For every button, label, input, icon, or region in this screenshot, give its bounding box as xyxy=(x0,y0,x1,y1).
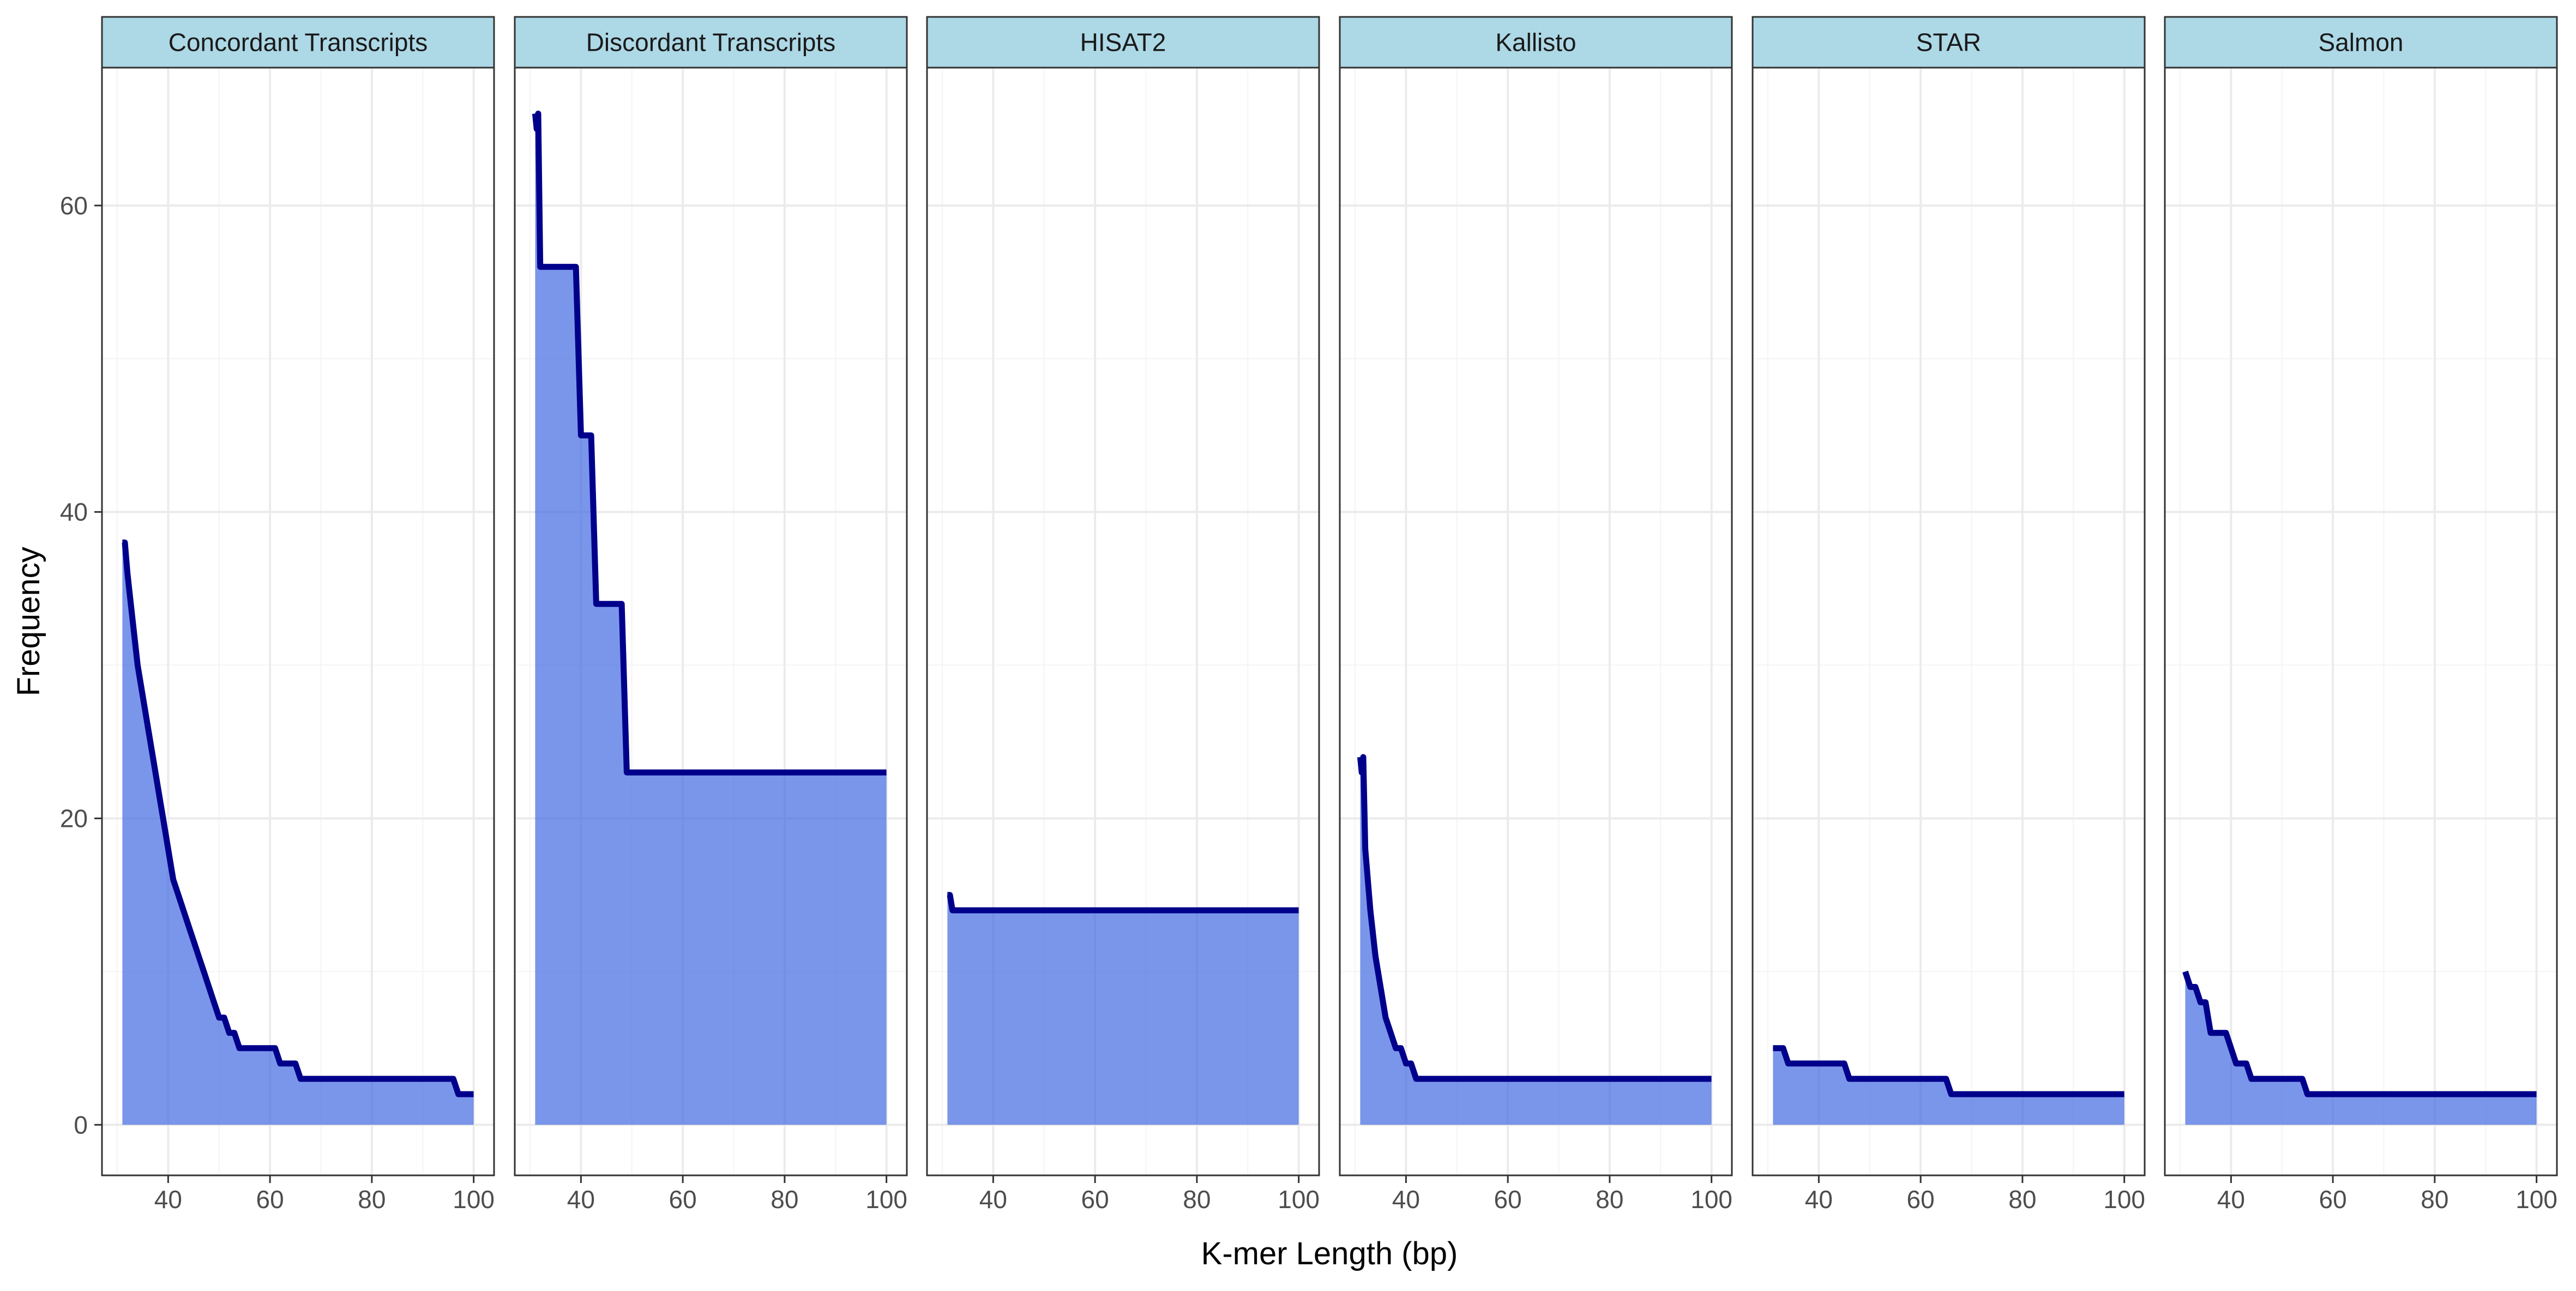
x-tick-label: 40 xyxy=(567,1185,595,1214)
x-tick-label: 80 xyxy=(771,1185,798,1214)
x-tick-label: 80 xyxy=(2008,1185,2036,1214)
x-tick-label: 40 xyxy=(154,1185,182,1214)
x-tick-label: 60 xyxy=(1081,1185,1109,1214)
x-tick-label: 60 xyxy=(256,1185,284,1214)
panel-background xyxy=(1753,68,2145,1175)
x-tick-label: 40 xyxy=(2217,1185,2245,1214)
series-line-kallisto xyxy=(1357,754,1712,1082)
series-area-concordant-transcripts xyxy=(122,542,474,1125)
panel-kallisto: Kallisto 40 60 80 100 xyxy=(1339,16,1733,1214)
x-tick-label: 80 xyxy=(1596,1185,1623,1214)
strip-background xyxy=(1339,16,1733,69)
strip-background xyxy=(1752,16,2146,69)
series-line-discordant-transcripts xyxy=(532,110,887,776)
strip-label-hisat2: HISAT2 xyxy=(1080,28,1166,57)
series-area-hisat2 xyxy=(947,894,1299,1125)
series-area-kallisto xyxy=(1360,757,1712,1125)
panel-star: STAR 40 60 80 100 xyxy=(1752,16,2146,1214)
x-tick-label: 100 xyxy=(2515,1185,2557,1214)
strip-label-concordant-transcripts: Concordant Transcripts xyxy=(168,28,428,57)
x-tick-label: 40 xyxy=(1805,1185,1833,1214)
y-tick-label: 60 xyxy=(60,191,88,220)
series-line-concordant-transcripts xyxy=(122,539,474,1097)
x-tick-label: 60 xyxy=(1907,1185,1935,1214)
strip-background xyxy=(2164,16,2558,69)
strip-background xyxy=(101,16,495,69)
panel-background xyxy=(2165,68,2557,1175)
strip-label-kallisto: Kallisto xyxy=(1495,28,1576,57)
series-line-salmon xyxy=(2182,970,2537,1097)
y-tick-label: 40 xyxy=(60,498,88,526)
strip-label-star: STAR xyxy=(1916,28,1981,57)
x-tick-label: 80 xyxy=(358,1185,386,1214)
panel-background xyxy=(1340,68,1732,1175)
x-tick-label: 100 xyxy=(1690,1185,1732,1214)
panel-hisat2: HISAT2 40 60 80 100 xyxy=(926,16,1320,1214)
strip-background xyxy=(514,16,908,69)
panel-concordant-transcripts: Concordant Transcripts 40 60 80 100 0 20 40 60 xyxy=(60,16,495,1214)
series-line-hisat2 xyxy=(947,892,1299,914)
y-tick-label: 20 xyxy=(60,804,88,832)
y-tick-label: 0 xyxy=(74,1110,88,1139)
series-line-star xyxy=(1773,1045,2124,1097)
x-tick-label: 40 xyxy=(979,1185,1007,1214)
x-tick-label: 60 xyxy=(2319,1185,2347,1214)
x-tick-label: 100 xyxy=(453,1185,495,1214)
x-tick-label: 60 xyxy=(669,1185,697,1214)
panel-salmon: Salmon 40 60 80 100 xyxy=(2164,16,2558,1214)
x-tick-label: 60 xyxy=(1494,1185,1522,1214)
strip-label-salmon: Salmon xyxy=(2319,28,2404,57)
x-axis-title: K-mer Length (bp) xyxy=(1201,1236,1458,1271)
x-tick-label: 100 xyxy=(865,1185,907,1214)
x-tick-label: 40 xyxy=(1392,1185,1420,1214)
strip-background xyxy=(926,16,1320,69)
x-tick-label: 80 xyxy=(2421,1185,2448,1214)
y-axis-title: Frequency xyxy=(11,547,46,696)
x-tick-label: 100 xyxy=(1278,1185,1320,1214)
panel-discordant-transcripts: Discordant Transcripts 40 60 80 100 xyxy=(514,16,908,1214)
series-area-discordant-transcripts xyxy=(535,113,887,1125)
x-tick-label: 80 xyxy=(1183,1185,1211,1214)
x-tick-label: 100 xyxy=(2103,1185,2145,1214)
strip-label-discordant-transcripts: Discordant Transcripts xyxy=(586,28,836,57)
series-area-salmon xyxy=(2185,971,2537,1125)
